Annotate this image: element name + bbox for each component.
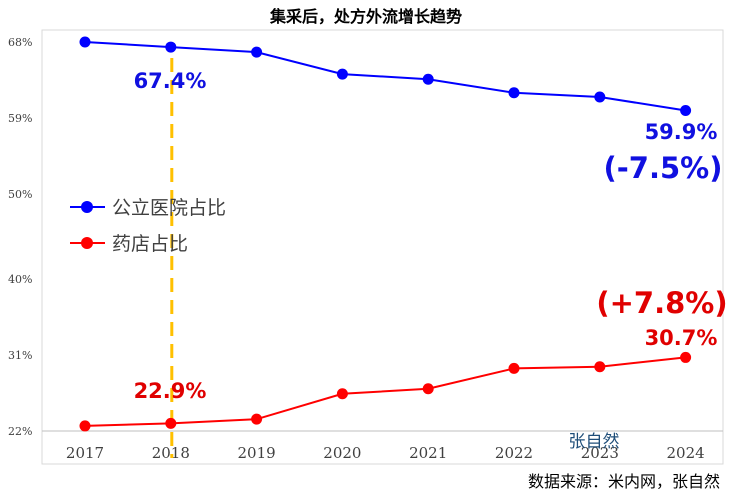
x-tick-label: 2023 [581,444,619,462]
y-tick-label: 50% [8,188,32,201]
y-tick-label: 68% [8,36,32,49]
data-point-pharmacy [508,362,520,374]
annotation-public-change: (-7.5%) [604,151,723,185]
data-point-pharmacy [251,413,263,425]
series-layer [79,36,692,432]
data-point-public [79,36,91,48]
legend-label-public: 公立医院占比 [112,197,226,219]
annotation-public-2018: 67.4% [134,69,207,93]
data-point-pharmacy [680,351,692,363]
legend-label-pharmacy: 药店占比 [112,233,188,255]
legend-marker-pharmacy [81,237,93,249]
y-tick-label: 22% [8,425,32,438]
data-point-public [336,68,348,80]
x-tick-label: 2018 [152,444,190,462]
plot-frame [41,29,724,465]
legend-item-pharmacy: 药店占比 [70,233,188,255]
chart-title: 集采后，处方外流增长趋势 [269,7,462,26]
data-point-public [508,87,520,99]
x-tick-label: 2024 [667,444,705,462]
data-point-public [594,91,606,103]
annotation-public-2024: 59.9% [645,120,718,144]
x-tick-label: 2022 [495,444,533,462]
data-point-pharmacy [422,383,434,395]
watermark: 张自然 [569,432,620,452]
legend: 公立医院占比 药店占比 [70,197,226,255]
annotation-pharmacy-2018: 22.9% [134,379,207,403]
x-tick-label: 2020 [323,444,361,462]
data-point-pharmacy [594,361,606,373]
y-tick-label: 31% [8,349,32,362]
data-point-public [422,73,434,85]
data-point-pharmacy [165,417,177,429]
series-line-pharmacy [84,356,686,427]
data-point-public [251,46,263,58]
data-point-public [165,41,177,53]
x-tick-label: 2019 [238,444,276,462]
data-source: 数据来源：米内网，张自然 [528,472,720,491]
data-point-pharmacy [336,388,348,400]
series-line-public [84,41,686,112]
x-tick-labels: 2017 2018 2019 2020 2021 2022 2023 2024 [66,444,705,462]
y-tick-labels: 68% 59% 50% 40% 31% 22% [8,36,32,438]
data-point-pharmacy [79,420,91,432]
legend-marker-public [81,201,93,213]
y-tick-label: 59% [8,112,32,125]
data-point-public [680,104,692,116]
annotation-pharmacy-change: (+7.8%) [596,286,727,320]
annotation-pharmacy-2024: 30.7% [645,326,718,350]
x-tick-label: 2021 [409,444,447,462]
x-tick-label: 2017 [66,444,104,462]
legend-item-public: 公立医院占比 [70,197,226,219]
y-tick-label: 40% [8,273,32,286]
